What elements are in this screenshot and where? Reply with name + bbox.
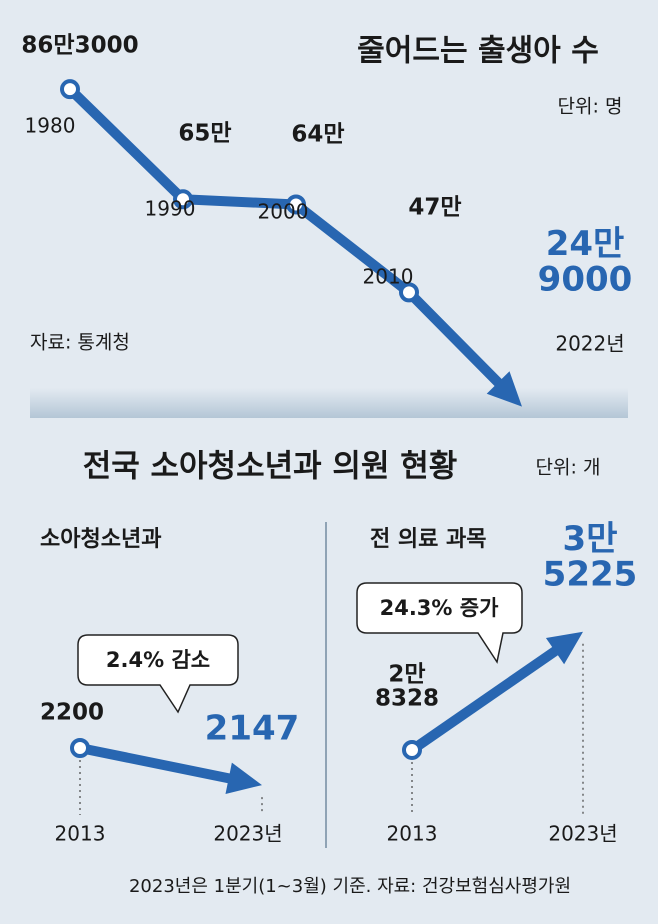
chart-title: 전 의료 과목 — [370, 527, 487, 552]
callout: 2.4% 감소 — [77, 634, 239, 714]
unit: 단위: 명 — [558, 96, 623, 118]
value-label: 2200 — [40, 700, 104, 726]
point-marker — [286, 194, 306, 215]
data-line — [79, 743, 236, 785]
data-line — [409, 643, 563, 755]
callout-bubble — [77, 634, 239, 714]
x-tick-label: 2023년 — [213, 822, 282, 846]
point-marker — [173, 189, 193, 210]
chart-title: 소아청소년과 — [40, 527, 161, 552]
value-label: 2만 8328 — [375, 661, 439, 711]
unit: 단위: 개 — [536, 457, 601, 479]
annotation: 24.3% 증가 — [380, 596, 499, 620]
value-label: 2147 — [205, 709, 300, 749]
point-marker — [70, 738, 90, 758]
arrow-head — [545, 631, 583, 665]
chart-title: 줄어드는 출생아 수 — [357, 34, 599, 69]
value-label: 24만 9000 — [538, 224, 633, 300]
value-label: 64만 — [291, 122, 344, 148]
value-label: 3만 5225 — [543, 519, 638, 595]
annotation: 2.4% 감소 — [106, 648, 210, 672]
section-title: 전국 소아청소년과 의원 현황 — [83, 449, 458, 485]
arrow-head — [486, 371, 522, 407]
source: 자료: 통계청 — [30, 332, 130, 354]
value-label: 47만 — [408, 195, 461, 221]
x-tick-label: 2010 — [363, 265, 414, 289]
point-marker — [399, 282, 419, 303]
callout-bubble — [356, 582, 523, 664]
arrow-head — [225, 762, 262, 794]
x-tick-label: 2000 — [258, 200, 309, 224]
divider-band — [30, 388, 628, 418]
x-tick-label: 2022년 — [555, 332, 624, 356]
x-tick-label: 1990 — [145, 197, 196, 221]
callout: 24.3% 증가 — [356, 582, 523, 664]
x-tick-label: 2023년 — [548, 822, 617, 846]
x-tick-label: 2013 — [55, 822, 106, 846]
x-tick-label: 1980 — [25, 114, 76, 138]
value-label: 86만3000 — [21, 33, 138, 59]
point-marker — [402, 739, 422, 760]
x-tick-label: 2013 — [387, 822, 438, 846]
point-marker — [60, 79, 80, 100]
value-label: 65만 — [178, 121, 231, 147]
footnote: 2023년은 1분기(1~3월) 기준. 자료: 건강보험심사평가원 — [129, 876, 571, 897]
